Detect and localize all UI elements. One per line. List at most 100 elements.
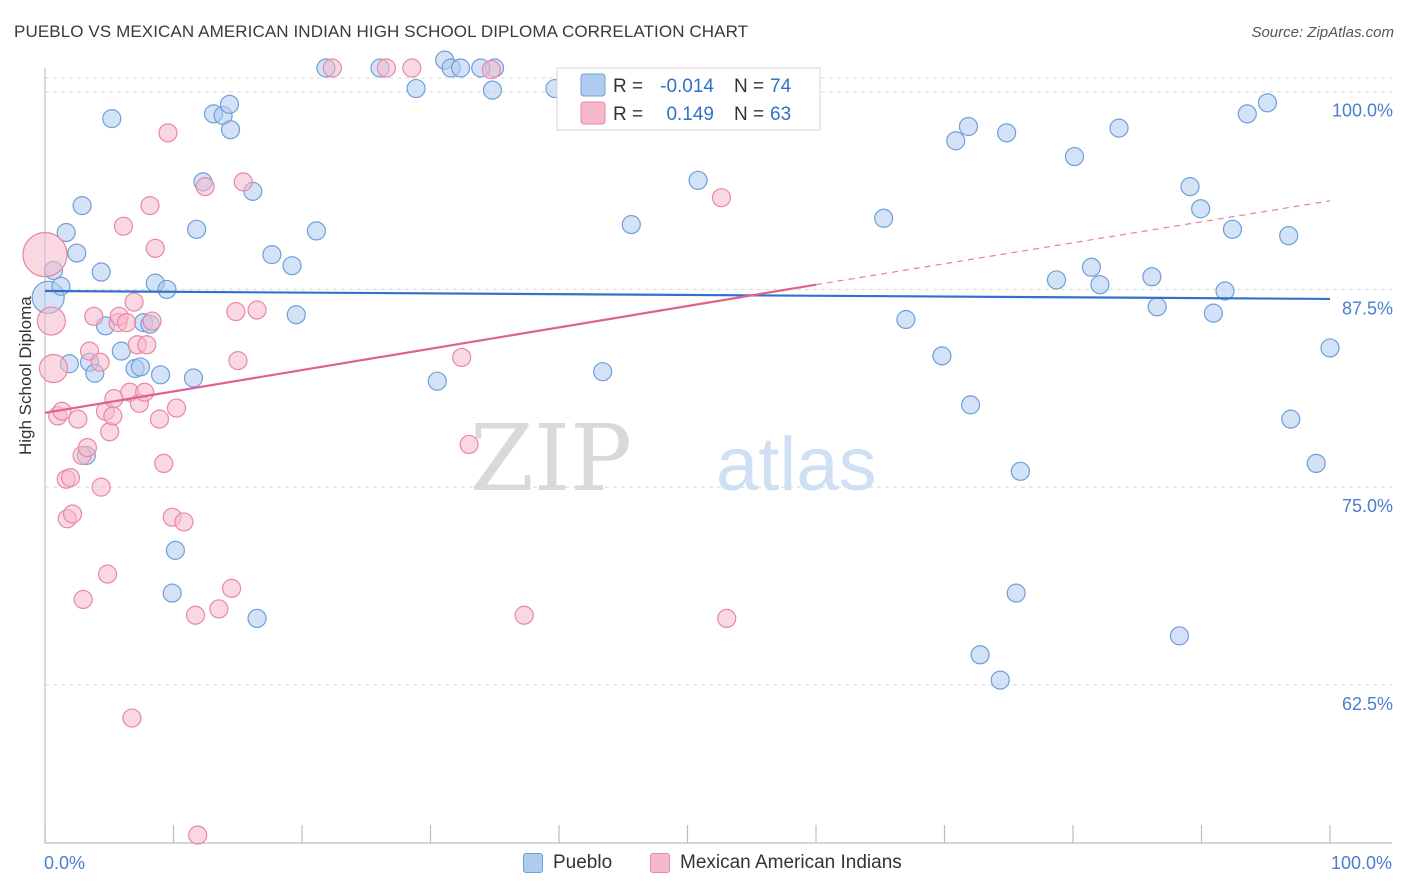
mexican-point	[174, 512, 194, 532]
mexican-point	[91, 477, 111, 497]
pueblo-point	[621, 214, 641, 235]
pueblo-point	[997, 123, 1017, 143]
mexican-point	[104, 388, 124, 409]
pueblo-point	[1222, 219, 1243, 239]
mexican-point	[166, 398, 187, 418]
pueblo-point	[896, 309, 916, 330]
source-label: Source: ZipAtlas.com	[1251, 24, 1394, 41]
pueblo-point	[946, 131, 966, 151]
mexican-point	[233, 172, 253, 192]
mexican-swatch	[650, 853, 670, 873]
pueblo-point	[1046, 270, 1067, 290]
mexican-point	[247, 300, 267, 320]
y-tick-label: 87.5%	[1342, 298, 1393, 318]
pueblo-point	[187, 219, 207, 239]
mexican-trend-line	[44, 283, 817, 414]
pueblo-point	[72, 196, 92, 216]
pueblo-point	[219, 94, 240, 114]
legend-pueblo-r-label: R =	[613, 76, 643, 97]
pueblo-point	[1109, 118, 1129, 138]
mexican-point	[209, 599, 229, 619]
grid-layer	[45, 77, 1392, 686]
legend-pueblo-r-value: -0.014	[660, 76, 714, 97]
pueblo-point	[247, 608, 267, 629]
pueblo-point	[1191, 199, 1211, 219]
axes-layer	[44, 68, 1392, 844]
mexican-point	[77, 437, 98, 458]
points-layer	[22, 50, 1340, 845]
mexican-point	[222, 578, 242, 598]
pueblo-point	[157, 279, 177, 300]
mexican-point	[68, 409, 88, 429]
pueblo-point	[306, 221, 327, 241]
mexican-point	[452, 347, 472, 368]
pueblo-point	[1010, 461, 1031, 481]
pueblo-point	[1169, 626, 1190, 646]
mexican-point	[137, 335, 157, 355]
pueblo-point	[1281, 409, 1301, 429]
pueblo-point	[1203, 303, 1223, 323]
mexican-point	[38, 353, 69, 384]
pueblo-point	[56, 222, 76, 243]
legend-bottom-mexican: Mexican American Indians	[650, 852, 902, 874]
mexican-point	[514, 605, 534, 625]
pueblo-point	[262, 245, 282, 265]
legend-mexican-r-label: R =	[613, 104, 643, 125]
mexican-point	[100, 422, 120, 442]
pueblo-point	[406, 78, 426, 99]
pueblo-point	[932, 346, 952, 366]
legend-bottom-pueblo: Pueblo	[523, 852, 612, 874]
pueblo-point	[165, 540, 186, 560]
mexican-point	[402, 58, 422, 78]
mexican-point	[122, 708, 142, 728]
watermark-atlas: atlas	[716, 422, 877, 507]
pueblo-point	[1306, 453, 1326, 474]
pueblo-point	[960, 395, 981, 415]
mexican-point	[185, 605, 206, 625]
watermark-zip: ZIP	[470, 405, 632, 512]
pueblo-point	[1279, 226, 1299, 246]
pueblo-point	[990, 670, 1010, 690]
legend-bottom: Pueblo Mexican American Indians	[0, 852, 1406, 878]
mexican-point	[322, 58, 342, 78]
mexican-point	[228, 351, 248, 371]
mexican-point	[90, 352, 110, 372]
mexican-point	[22, 232, 68, 278]
mexican-point	[60, 468, 81, 488]
legend-mexican-r-value: 0.149	[666, 104, 714, 125]
y-axis-label: High School Diploma	[16, 296, 35, 455]
pueblo-point	[688, 170, 708, 190]
pueblo-point	[220, 120, 241, 140]
mexican-point	[481, 59, 501, 80]
mexican-point	[154, 453, 174, 474]
pueblo-point	[162, 583, 182, 603]
mexican-point	[145, 238, 165, 258]
mexican-point	[135, 382, 155, 402]
pueblo-point	[1142, 267, 1162, 287]
pueblo-point	[1081, 257, 1102, 277]
mexican-point	[711, 188, 732, 208]
pueblo-point	[282, 256, 302, 276]
pueblo-point	[286, 305, 306, 325]
pueblo-point	[427, 371, 447, 391]
tick-label-layer: 62.5% 75.0% 87.5% 100.0% 0.0% 100.0%	[44, 101, 1393, 873]
mexican-point	[226, 301, 246, 322]
pueblo-point	[1215, 281, 1235, 301]
chart-title: PUEBLO VS MEXICAN AMERICAN INDIAN HIGH S…	[14, 22, 749, 41]
mexican-point	[97, 564, 118, 584]
pueblo-point	[111, 341, 131, 361]
pueblo-point	[102, 109, 122, 129]
legend-pueblo-n-label: N =	[734, 76, 764, 97]
pueblo-point	[593, 362, 613, 382]
pueblo-swatch	[523, 853, 543, 873]
pueblo-point	[91, 262, 111, 282]
mexican-point	[717, 608, 737, 629]
x-tick-label: 0.0%	[44, 853, 85, 873]
pueblo-point	[1064, 146, 1085, 167]
y-tick-label: 62.5%	[1342, 694, 1393, 714]
mexican-point	[62, 504, 83, 524]
mexican-point	[117, 313, 137, 333]
mexican-point	[124, 292, 144, 312]
pueblo-point	[451, 58, 471, 78]
